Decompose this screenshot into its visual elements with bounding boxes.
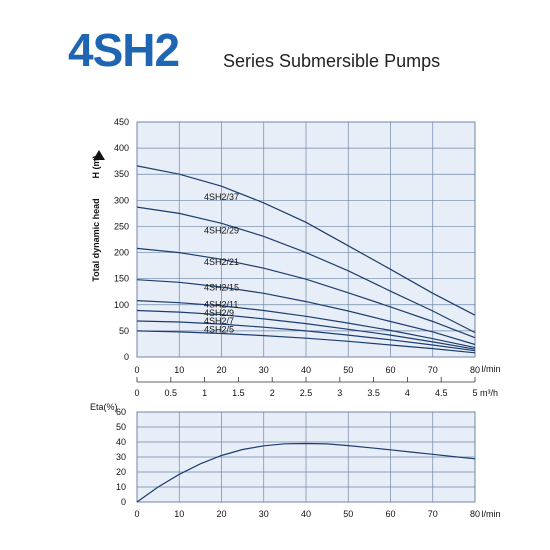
head-y-tick: 300 xyxy=(114,195,129,205)
curve-label: 4SH2/21 xyxy=(204,257,239,267)
eta-x-tick: 40 xyxy=(301,509,311,519)
head-x-tick: 0 xyxy=(134,365,139,375)
secondary-x-tick: 2.5 xyxy=(300,388,313,398)
curve-label: 4SH2/5 xyxy=(204,325,234,335)
eta-x-tick: 50 xyxy=(343,509,353,519)
curve-4SH2-29 xyxy=(136,206,476,334)
eta-x-tick: 70 xyxy=(428,509,438,519)
curve-4SH2-11 xyxy=(136,300,476,349)
model-title: 4SH2 xyxy=(68,24,180,76)
head-x-tick: 40 xyxy=(301,365,311,375)
head-y-tick: 100 xyxy=(114,300,129,310)
curve-label: 4SH2/29 xyxy=(204,225,239,235)
eta-x-tick: 0 xyxy=(134,509,139,519)
head-x-tick: 60 xyxy=(385,365,395,375)
eta-x-tick: 80 xyxy=(470,509,480,519)
curve-4SH2-37 xyxy=(136,165,476,316)
head-y-tick: 350 xyxy=(114,169,129,179)
eta-y-tick: 10 xyxy=(116,482,126,492)
head-arrow xyxy=(93,150,105,160)
secondary-x-unit: m³/h xyxy=(480,388,498,398)
efficiency-curve xyxy=(136,442,476,503)
curve-4SH2-5 xyxy=(136,330,476,354)
curve-4SH2-7 xyxy=(136,320,476,352)
curve-label: 4SH2/37 xyxy=(204,192,239,202)
efficiency-chart: 0 10 20 30 40 50 60 70 800102030405060Eta(%)l/mi… xyxy=(90,402,501,519)
secondary-x-tick: 1 xyxy=(202,388,207,398)
head-x-tick: 30 xyxy=(259,365,269,375)
secondary-x-tick: 0 xyxy=(134,388,139,398)
eta-y-tick: 30 xyxy=(116,452,126,462)
curve-4SH2-9 xyxy=(136,309,476,350)
eta-x-tick: 20 xyxy=(216,509,226,519)
curve-4SH2-21 xyxy=(136,247,476,339)
head-y-tick: 250 xyxy=(114,221,129,231)
head-x-tick: 20 xyxy=(216,365,226,375)
eta-y-tick: 60 xyxy=(116,407,126,417)
eta-y-tick: 0 xyxy=(121,497,126,507)
head-y-tick: 50 xyxy=(119,326,129,336)
eta-x-tick: 60 xyxy=(385,509,395,519)
head-y-tick: 450 xyxy=(114,117,129,127)
curve-label: 4SH2/11 xyxy=(204,300,238,310)
eta-y-label: Eta(%) xyxy=(90,402,118,412)
secondary-x-tick: 4.5 xyxy=(435,388,448,398)
secondary-x-tick: 3 xyxy=(337,388,342,398)
eta-x-tick: 10 xyxy=(174,509,184,519)
head-y-tick: 200 xyxy=(114,248,129,258)
secondary-x-tick: 3.5 xyxy=(367,388,380,398)
curve-4SH2-15 xyxy=(136,279,476,346)
head-y-label: Total dynamic head xyxy=(91,198,101,281)
eta-x-unit: l/min xyxy=(481,509,500,519)
eta-y-tick: 40 xyxy=(116,437,126,447)
secondary-x-tick: 2 xyxy=(270,388,275,398)
head-y-tick: 0 xyxy=(124,352,129,362)
eta-x-tick: 30 xyxy=(259,509,269,519)
secondary-x-tick: 4 xyxy=(405,388,410,398)
secondary-x-tick: 0.5 xyxy=(165,388,178,398)
head-chart: 0 10 20 30 40 50 60 70 8005010015020025030035040… xyxy=(91,117,501,398)
eta-y-tick: 50 xyxy=(116,422,126,432)
head-x-tick: 70 xyxy=(428,365,438,375)
head-x-unit: l/min xyxy=(481,364,500,374)
head-y-unit: H (m) xyxy=(91,156,101,179)
secondary-x-tick: 5 xyxy=(472,388,477,398)
eta-y-tick: 20 xyxy=(116,467,126,477)
curve-label: 4SH2/15 xyxy=(204,282,239,292)
head-y-tick: 150 xyxy=(114,274,129,284)
head-x-tick: 10 xyxy=(174,365,184,375)
head-y-tick: 400 xyxy=(114,143,129,153)
secondary-x-tick: 1.5 xyxy=(232,388,245,398)
head-x-tick: 80 xyxy=(470,365,480,375)
curve-label: 4SH2/7 xyxy=(204,316,234,326)
series-subtitle: Series Submersible Pumps xyxy=(223,51,441,71)
head-x-tick: 50 xyxy=(343,365,353,375)
curve-label: 4SH2/9 xyxy=(204,308,234,318)
